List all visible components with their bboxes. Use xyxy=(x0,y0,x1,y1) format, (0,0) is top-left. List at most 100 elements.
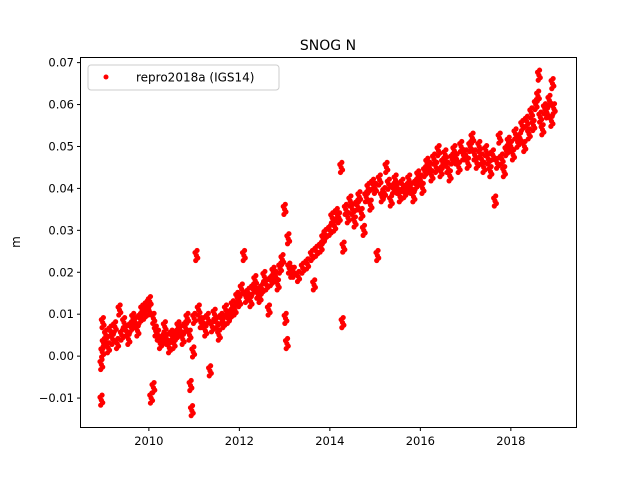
data-point xyxy=(504,136,510,142)
data-point xyxy=(204,330,210,337)
data-point xyxy=(540,103,547,109)
data-point xyxy=(152,387,158,393)
data-point xyxy=(434,145,440,151)
data-point xyxy=(534,90,540,96)
x-tick-label: 2018 xyxy=(496,434,525,448)
data-point xyxy=(174,321,180,327)
data-point xyxy=(416,174,422,180)
data-point xyxy=(471,138,477,144)
data-point xyxy=(389,200,395,207)
data-point xyxy=(364,182,370,189)
data-points xyxy=(97,67,558,419)
data-point xyxy=(466,163,472,169)
data-point xyxy=(100,400,106,406)
data-point xyxy=(539,117,545,123)
data-point xyxy=(414,170,420,176)
x-tick-label: 2012 xyxy=(225,434,254,448)
data-point xyxy=(251,275,257,281)
data-point xyxy=(366,199,372,205)
data-point xyxy=(190,410,196,416)
data-point xyxy=(246,296,252,302)
data-point xyxy=(285,343,291,349)
data-point xyxy=(273,279,280,285)
data-point xyxy=(186,318,192,324)
data-point xyxy=(233,309,239,316)
data-point xyxy=(113,326,119,332)
data-point xyxy=(212,317,218,323)
data-point xyxy=(98,317,104,323)
y-tick-label: 0.06 xyxy=(48,98,74,112)
data-point xyxy=(284,318,290,324)
data-point xyxy=(145,296,152,302)
data-point xyxy=(441,149,447,155)
data-point xyxy=(148,301,154,307)
data-point xyxy=(341,203,347,210)
data-point xyxy=(491,195,497,201)
data-point xyxy=(470,149,476,155)
data-point xyxy=(151,325,157,331)
data-point xyxy=(380,187,386,193)
data-point xyxy=(529,112,536,119)
data-point xyxy=(357,208,363,214)
data-point xyxy=(477,153,483,159)
data-point xyxy=(412,196,418,202)
data-point xyxy=(375,174,381,180)
data-point xyxy=(187,405,194,411)
data-point xyxy=(437,150,443,156)
data-point xyxy=(396,191,402,197)
data-point xyxy=(281,259,287,265)
data-point xyxy=(384,178,390,184)
data-point xyxy=(149,382,155,388)
data-point xyxy=(282,338,289,344)
data-point xyxy=(407,182,413,189)
data-point xyxy=(97,358,103,365)
data-point xyxy=(538,124,544,130)
x-tick-label: 2014 xyxy=(315,434,344,448)
data-point xyxy=(101,329,108,335)
data-point xyxy=(376,255,382,261)
data-point xyxy=(271,270,277,277)
axis-ticks: 2010 2012 2014 2016 2018 −0.01 0.00 0.01 0.02 0.0… xyxy=(39,56,526,448)
data-point xyxy=(122,325,128,331)
y-tick-label: 0.05 xyxy=(48,139,74,153)
data-point xyxy=(303,258,309,264)
data-point xyxy=(359,224,366,231)
data-point xyxy=(199,317,205,323)
data-point xyxy=(312,245,318,251)
data-point xyxy=(194,304,200,310)
data-point xyxy=(283,209,289,215)
data-point xyxy=(346,195,352,201)
data-point xyxy=(511,128,517,134)
data-point xyxy=(536,96,542,102)
data-point xyxy=(378,179,384,186)
data-point xyxy=(479,161,485,168)
data-point xyxy=(330,220,336,226)
data-point xyxy=(117,329,123,335)
data-point xyxy=(106,325,112,331)
y-tick-label: 0.01 xyxy=(48,307,74,321)
data-point xyxy=(427,170,433,176)
data-point xyxy=(475,140,481,147)
data-point xyxy=(205,365,212,371)
data-point xyxy=(515,132,522,138)
data-point xyxy=(258,297,264,303)
data-point xyxy=(127,339,133,345)
data-point xyxy=(108,333,114,340)
data-point xyxy=(307,249,314,256)
data-point xyxy=(152,318,158,324)
data-point xyxy=(545,94,551,101)
data-point xyxy=(482,167,488,173)
data-point xyxy=(534,104,540,110)
data-point xyxy=(238,301,244,307)
data-point xyxy=(543,107,549,113)
data-point xyxy=(443,154,450,160)
data-point xyxy=(258,283,264,289)
data-point xyxy=(278,267,285,274)
data-point xyxy=(358,196,364,202)
data-point xyxy=(328,212,334,218)
data-point xyxy=(115,304,121,310)
data-point xyxy=(325,224,332,231)
data-point xyxy=(181,339,187,345)
data-point xyxy=(158,333,164,340)
data-point xyxy=(276,284,282,290)
